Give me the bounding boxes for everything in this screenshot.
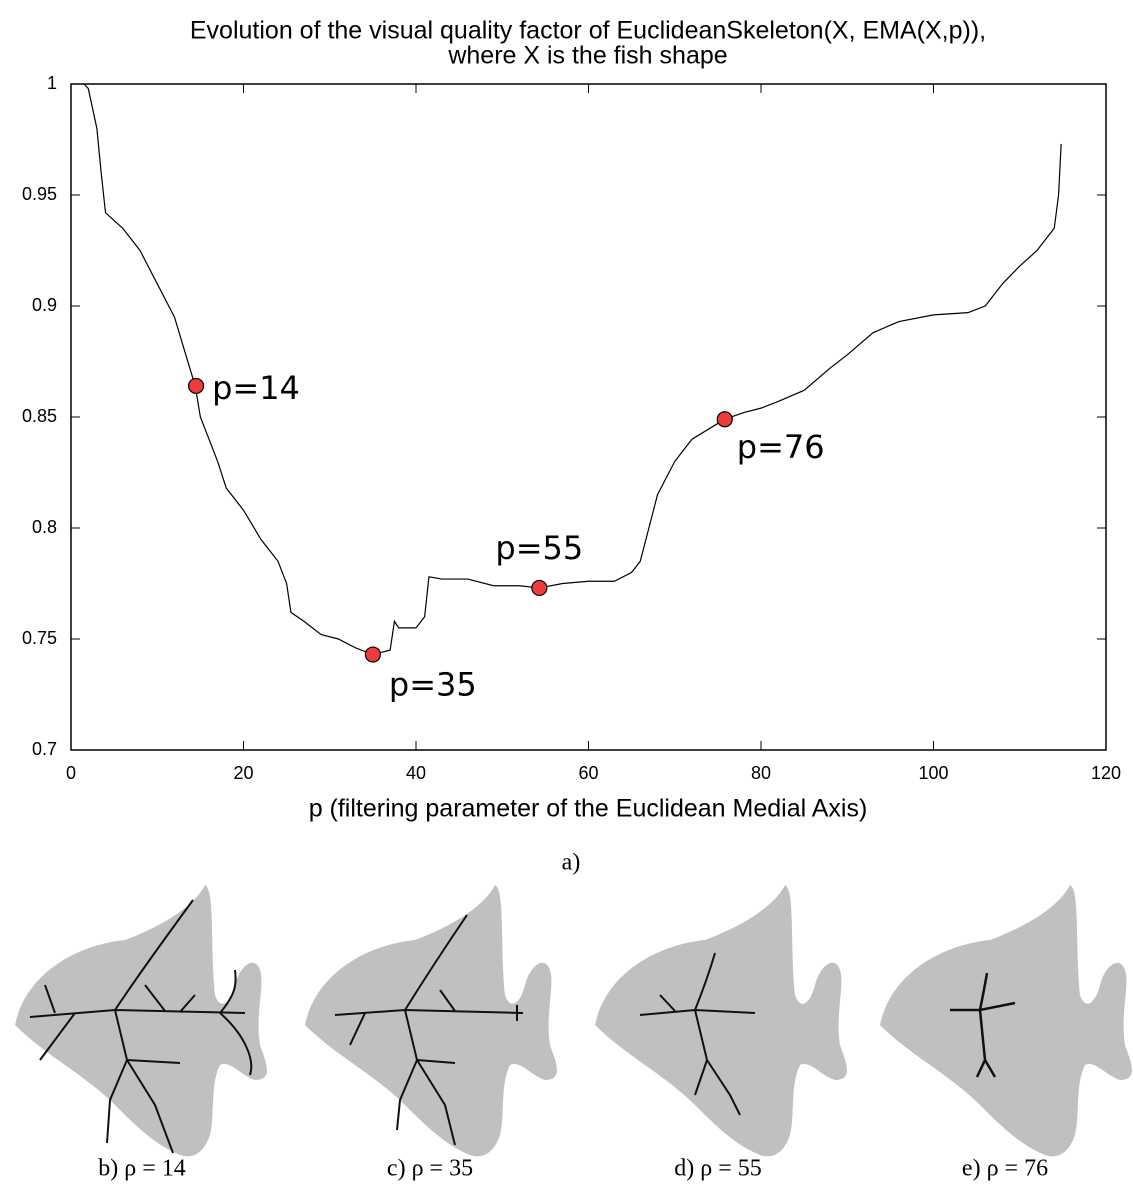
fish-e: [880, 885, 1132, 1157]
skeleton: [950, 972, 1016, 1078]
x-axis-label: p (filtering parameter of the Euclidean …: [309, 795, 868, 823]
data-line: [83, 83, 1062, 656]
panel-caption: b) ρ = 14: [98, 1156, 186, 1182]
fish-b: [15, 885, 267, 1157]
x-tick-label: 40: [406, 763, 426, 783]
figure-label: a): [562, 850, 581, 876]
chart-subtitle: where X is the fish shape: [447, 42, 727, 70]
y-tick-label: 0.8: [32, 517, 57, 537]
x-tick-label: 120: [1091, 763, 1121, 783]
y-tick-label: 0.7: [32, 739, 57, 759]
fish-c: [305, 885, 557, 1157]
annotation-marker: [187, 377, 205, 395]
skeleton: [334, 914, 524, 1146]
y-tick-label: 0.9: [32, 295, 57, 315]
annotation-label: p=35: [389, 666, 477, 704]
x-tick-label: 60: [578, 763, 598, 783]
x-tick-label: 100: [918, 763, 948, 783]
panel-caption: e) ρ = 76: [962, 1156, 1048, 1182]
fish-d: [595, 885, 847, 1157]
x-tick-label: 0: [66, 763, 76, 783]
fish-shape: [305, 885, 557, 1157]
annotation-marker: [364, 646, 381, 663]
panel-caption: d) ρ = 55: [674, 1156, 762, 1182]
chart-title: Evolution of the visual quality factor o…: [190, 17, 986, 45]
panel-caption: c) ρ = 35: [387, 1156, 473, 1182]
annotation-label: p=76: [737, 428, 825, 466]
annotation-label: p=55: [495, 529, 583, 567]
x-tick-label: 80: [751, 763, 771, 783]
y-tick-label: 0.75: [22, 628, 57, 648]
plot-frame: [70, 83, 1107, 751]
fish-shape: [880, 885, 1132, 1157]
x-tick-label: 20: [233, 763, 253, 783]
y-tick-label: 0.85: [22, 406, 57, 426]
fish-shape: [595, 885, 847, 1157]
skeleton: [29, 899, 253, 1154]
annotation-marker: [531, 579, 548, 597]
annotation-marker: [716, 411, 733, 428]
skeleton: [639, 952, 756, 1116]
y-tick-label: 1: [47, 73, 57, 93]
annotation-label: p=14: [212, 369, 300, 407]
y-tick-label: 0.95: [22, 184, 57, 204]
